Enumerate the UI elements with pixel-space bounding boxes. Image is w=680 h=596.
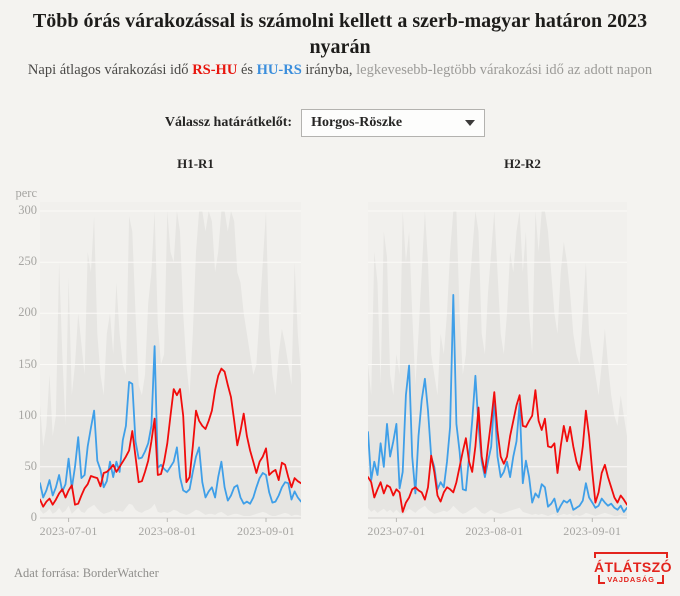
logo-frame-bottom-left-icon [598,575,606,584]
x-tick-label: 2023-09-01 [236,524,295,538]
logo-frame-bottom-right-icon [656,575,664,584]
y-tick-label: 300 [18,203,37,217]
panel-title-h2-r2: H2-R2 [504,156,541,171]
subtitle-rs-hu-label: RS-HU [192,62,238,78]
logo-subtext-row: VAJDASÁG [594,575,668,584]
logo-text: ÁTLÁTSZÓ [594,559,672,575]
crossing-selector-row: Válassz határátkelőt: Horgos-Röszke [0,109,665,137]
page-title: Több órás várakozással is számolni kelle… [32,10,648,58]
subtitle-direction: irányba, [301,62,357,78]
x-tick-label: 2023-07-01 [39,524,98,538]
chevron-down-icon [465,120,476,126]
y-tick-label: 0 [30,510,37,524]
atlatszo-vajdasag-logo[interactable]: ÁTLÁTSZÓ VAJDASÁG [594,552,672,584]
series-line-blue [367,294,628,513]
chart-panel-h2-r2 [367,202,628,524]
subtitle-and: és [237,62,257,78]
border-crossing-select[interactable]: Horgos-Röszke [301,109,486,137]
y-tick-label: 100 [18,407,37,422]
series-line-blue [39,345,302,505]
subtitle-minmax-note: legkevesebb-legtöbb várakozási idő az ad… [356,62,653,78]
data-source: Adat forrása: BorderWatcher [14,566,159,580]
x-tick-label: 2023-07-01 [367,524,426,538]
crossing-select-label: Válassz határátkelőt: [164,115,293,130]
subtitle: Napi átlagos várakozási idő RS-HU és HU-… [25,61,655,80]
x-tick-label: 2023-08-01 [138,524,197,538]
y-tick-label: 150 [18,356,37,371]
logo-frame-top [594,552,668,558]
subtitle-prefix: Napi átlagos várakozási idő [27,62,193,78]
y-axis: 300 250 200 150 100 50 0 [0,0,37,540]
subtitle-hu-rs-label: HU-RS [256,62,302,78]
chart-panel-h1-r1 [39,202,302,524]
selected-crossing-value: Horgos-Röszke [311,115,403,130]
y-tick-label: 250 [18,254,37,269]
logo-subtext: VAJDASÁG [607,575,655,584]
panel-title-h1-r1: H1-R1 [177,156,214,171]
y-tick-label: 200 [18,305,37,320]
y-axis-unit-label: perc [15,186,37,200]
y-tick-label: 50 [24,458,38,473]
x-tick-label: 2023-09-01 [563,524,622,538]
chart-svg [367,202,628,522]
series-line-red [39,367,302,508]
x-tick-label: 2023-08-01 [465,524,524,538]
series-line-red [367,389,628,513]
chart-svg [39,202,302,522]
